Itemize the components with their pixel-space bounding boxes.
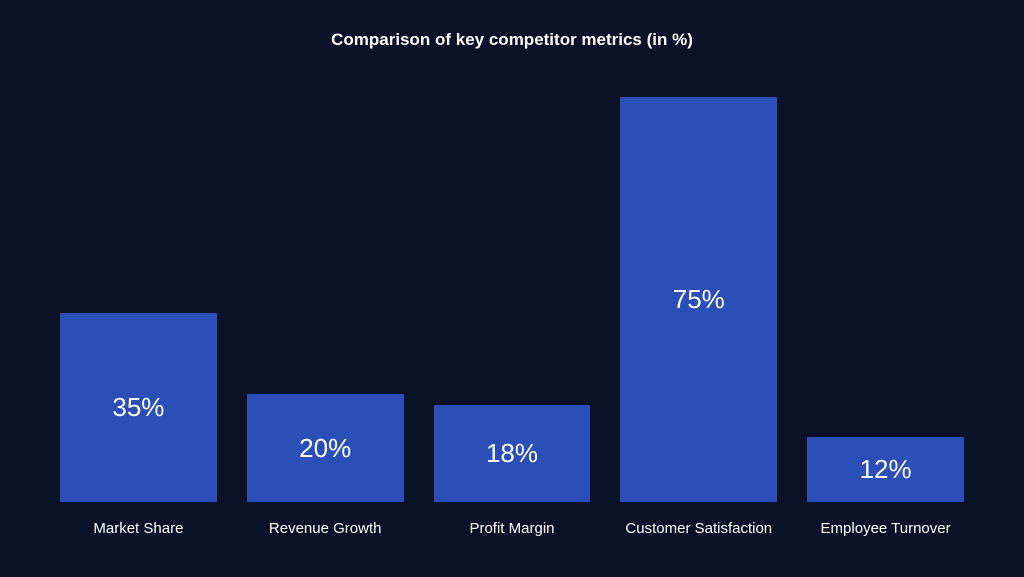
- bar: 35%: [60, 313, 217, 502]
- bar-value: 18%: [486, 438, 538, 469]
- bar-label: Profit Margin: [469, 520, 554, 537]
- chart-bars-area: 35% Market Share 20% Revenue Growth 18% …: [50, 70, 974, 537]
- bar-wrapper: 75% Customer Satisfaction: [620, 70, 777, 537]
- bar-wrapper: 20% Revenue Growth: [247, 70, 404, 537]
- bar: 20%: [247, 394, 404, 502]
- bar-column: 20%: [247, 70, 404, 502]
- bar-label: Market Share: [93, 520, 183, 537]
- bar-value: 20%: [299, 433, 351, 464]
- bar-column: 18%: [434, 70, 591, 502]
- bar: 18%: [434, 405, 591, 502]
- bar: 12%: [807, 437, 964, 502]
- bar: 75%: [620, 97, 777, 502]
- bar-column: 75%: [620, 70, 777, 502]
- chart-title: Comparison of key competitor metrics (in…: [50, 30, 974, 50]
- bar-column: 35%: [60, 70, 217, 502]
- chart-container: Comparison of key competitor metrics (in…: [0, 0, 1024, 577]
- bar-label: Employee Turnover: [821, 520, 951, 537]
- bar-value: 12%: [860, 454, 912, 485]
- bar-column: 12%: [807, 70, 964, 502]
- bar-wrapper: 12% Employee Turnover: [807, 70, 964, 537]
- bar-value: 75%: [673, 284, 725, 315]
- bar-label: Customer Satisfaction: [625, 520, 772, 537]
- bar-wrapper: 18% Profit Margin: [434, 70, 591, 537]
- bar-wrapper: 35% Market Share: [60, 70, 217, 537]
- bar-label: Revenue Growth: [269, 520, 382, 537]
- bar-value: 35%: [112, 392, 164, 423]
